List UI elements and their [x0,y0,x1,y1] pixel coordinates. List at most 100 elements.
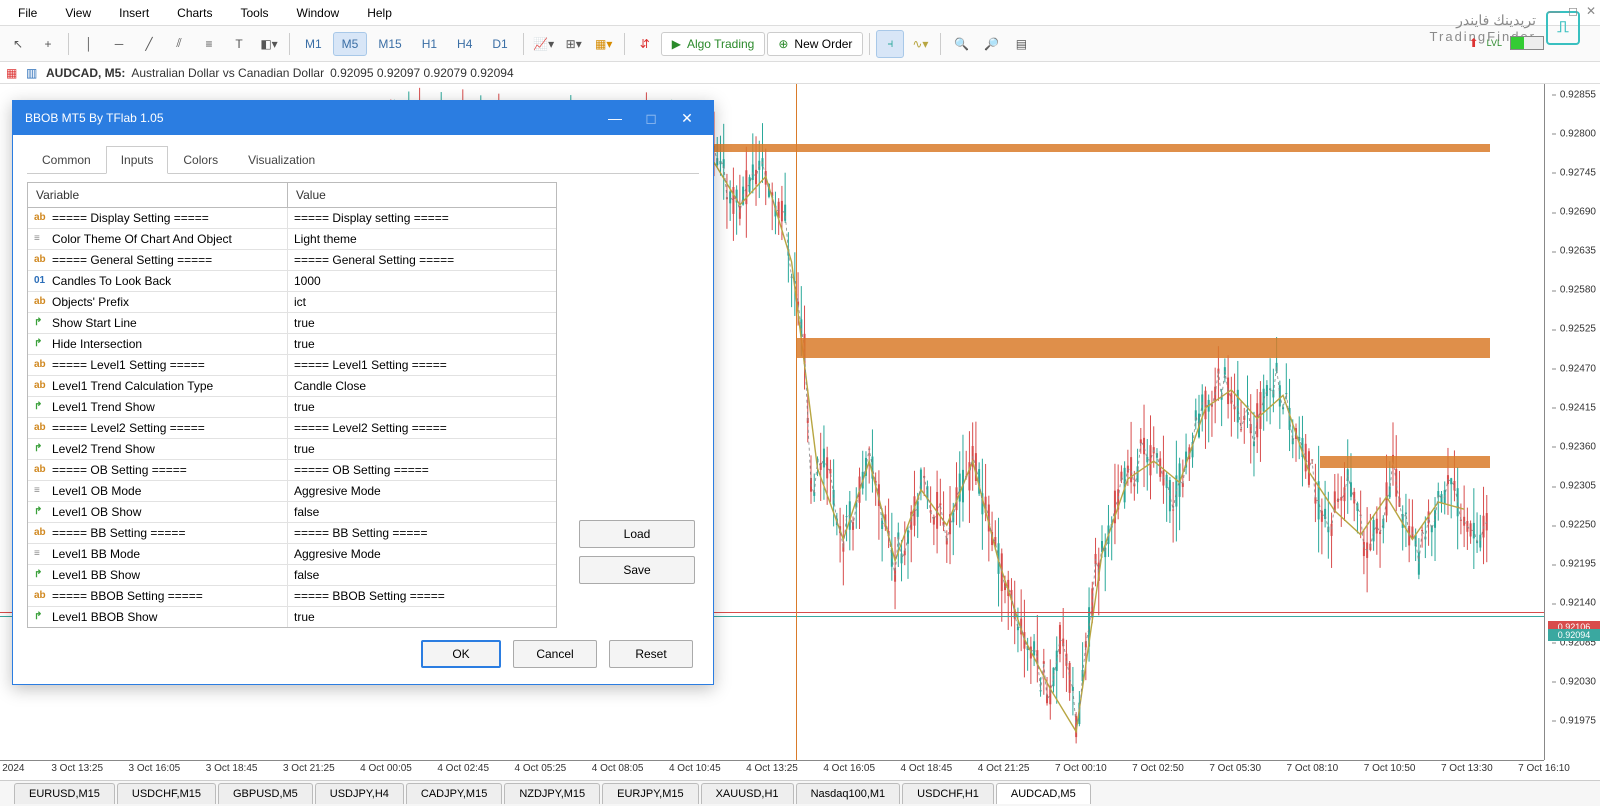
param-row[interactable]: ↱Level2 Trend Showtrue [28,439,556,460]
param-value[interactable]: ===== General Setting ===== [288,250,556,270]
chart-tab[interactable]: GBPUSD,M5 [218,783,313,804]
chart-tab[interactable]: XAUUSD,H1 [701,783,794,804]
chart-tab[interactable]: EURJPY,M15 [602,783,698,804]
param-value[interactable]: 1000 [288,271,556,291]
param-value[interactable]: Candle Close [288,376,556,396]
menu-tools[interactable]: Tools [227,2,283,24]
load-button[interactable]: Load [579,520,695,548]
param-value[interactable]: false [288,565,556,585]
param-row[interactable]: ab===== BB Setting ========== BB Setting… [28,523,556,544]
menu-insert[interactable]: Insert [105,2,163,24]
chart-tab[interactable]: USDCHF,M15 [117,783,216,804]
timeframe-M1[interactable]: M1 [296,32,331,56]
close-icon[interactable]: ✕ [1586,4,1596,18]
menu-help[interactable]: Help [353,2,406,24]
trendline-icon[interactable]: ╱ [135,30,163,58]
timeframe-H4[interactable]: H4 [448,32,481,56]
param-value[interactable]: true [288,607,556,627]
chart-tab[interactable]: USDCHF,H1 [902,783,994,804]
param-row[interactable]: abObjects' Prefixict [28,292,556,313]
minimize-icon[interactable]: ― [1548,4,1560,18]
dialog-titlebar[interactable]: BBOB MT5 By TFlab 1.05 ― ◻ ✕ [13,101,713,135]
timeframe-H1[interactable]: H1 [413,32,446,56]
param-value[interactable]: true [288,439,556,459]
chart-tab[interactable]: EURUSD,M15 [14,783,115,804]
param-row[interactable]: ab===== Level1 Setting ========== Level1… [28,355,556,376]
param-value[interactable]: Aggresive Mode [288,544,556,564]
param-value[interactable]: ===== Level1 Setting ===== [288,355,556,375]
timeframe-M5[interactable]: M5 [333,32,368,56]
chart-tab[interactable]: USDJPY,H4 [315,783,404,804]
param-row[interactable]: ab===== OB Setting ========== OB Setting… [28,460,556,481]
zoom-in-icon[interactable]: 🔍 [947,30,975,58]
param-value[interactable]: ===== OB Setting ===== [288,460,556,480]
chart-tab[interactable]: CADJPY,M15 [406,783,502,804]
grid-icon[interactable]: ▤ [1007,30,1035,58]
wave-icon[interactable]: ∿▾ [906,30,934,58]
param-row[interactable]: ≡Color Theme Of Chart And ObjectLight th… [28,229,556,250]
menu-charts[interactable]: Charts [163,2,226,24]
text-icon[interactable]: T [225,30,253,58]
tab-colors[interactable]: Colors [168,146,233,174]
param-row[interactable]: ab===== General Setting ========== Gener… [28,250,556,271]
dialog-maximize-icon[interactable]: ◻ [637,110,665,127]
tab-common[interactable]: Common [27,146,106,174]
timeframe-D1[interactable]: D1 [483,32,516,56]
param-row[interactable]: ≡Level1 BB ModeAggresive Mode [28,544,556,565]
reset-button[interactable]: Reset [609,640,693,668]
param-row[interactable]: 01Candles To Look Back1000 [28,271,556,292]
param-row[interactable]: abLevel1 Trend Calculation TypeCandle Cl… [28,376,556,397]
zoom-out-icon[interactable]: 🔎 [977,30,1005,58]
save-button[interactable]: Save [579,556,695,584]
param-value[interactable]: ===== BB Setting ===== [288,523,556,543]
templates-icon[interactable]: ▦▾ [590,30,618,58]
dialog-close-icon[interactable]: ✕ [673,110,701,127]
param-row[interactable]: ↱Hide Intersectiontrue [28,334,556,355]
param-value[interactable]: true [288,334,556,354]
param-value[interactable]: true [288,397,556,417]
menu-window[interactable]: Window [283,2,354,24]
hline-icon[interactable]: ─ [105,30,133,58]
param-value[interactable]: ===== Level2 Setting ===== [288,418,556,438]
trade-icon[interactable]: ⇵ [631,30,659,58]
param-row[interactable]: ↱Level1 Trend Showtrue [28,397,556,418]
fibo-icon[interactable]: ≡ [195,30,223,58]
param-row[interactable]: ab===== BBOB Setting ========== BBOB Set… [28,586,556,607]
vline-icon[interactable]: │ [75,30,103,58]
chart-type-icon[interactable]: 📈▾ [530,30,558,58]
timeframe-M15[interactable]: M15 [369,32,410,56]
cursor-icon[interactable]: ↖ [4,30,32,58]
objects-icon[interactable]: ◧▾ [255,30,283,58]
new-order-button[interactable]: ⊕New Order [767,32,863,56]
param-row[interactable]: ab===== Level2 Setting ========== Level2… [28,418,556,439]
param-value[interactable]: Light theme [288,229,556,249]
param-row[interactable]: ↱Show Start Linetrue [28,313,556,334]
param-row[interactable]: ↱Level1 OB Showfalse [28,502,556,523]
param-value[interactable]: ===== Display setting ===== [288,208,556,228]
param-row[interactable]: ab===== Display Setting ========== Displ… [28,208,556,229]
param-value[interactable]: Aggresive Mode [288,481,556,501]
menu-view[interactable]: View [51,2,105,24]
param-row[interactable]: ↱Level1 BB Showfalse [28,565,556,586]
channel-icon[interactable]: ⫽ [165,30,193,58]
indicators-icon[interactable]: ⊞▾ [560,30,588,58]
algo-trading-button[interactable]: ▶Algo Trading [661,32,766,56]
crosshair-icon[interactable]: + [34,30,62,58]
param-value[interactable]: ict [288,292,556,312]
param-row[interactable]: ↱Level1 BBOB Showtrue [28,607,556,627]
param-row[interactable]: ≡Level1 OB ModeAggresive Mode [28,481,556,502]
cancel-button[interactable]: Cancel [513,640,597,668]
param-value[interactable]: ===== BBOB Setting ===== [288,586,556,606]
param-value[interactable]: true [288,313,556,333]
chart-tab[interactable]: Nasdaq100,M1 [796,783,901,804]
maximize-icon[interactable]: ◻ [1568,4,1578,18]
tab-inputs[interactable]: Inputs [106,146,169,174]
tab-visualization[interactable]: Visualization [233,146,330,174]
chart-tab[interactable]: NZDJPY,M15 [504,783,600,804]
param-value[interactable]: false [288,502,556,522]
parameter-table[interactable]: Variable Value ab===== Display Setting =… [27,182,557,628]
depth-icon[interactable]: ⫞ [876,30,904,58]
ok-button[interactable]: OK [421,640,501,668]
menu-file[interactable]: File [4,2,51,24]
dialog-minimize-icon[interactable]: ― [601,110,629,127]
